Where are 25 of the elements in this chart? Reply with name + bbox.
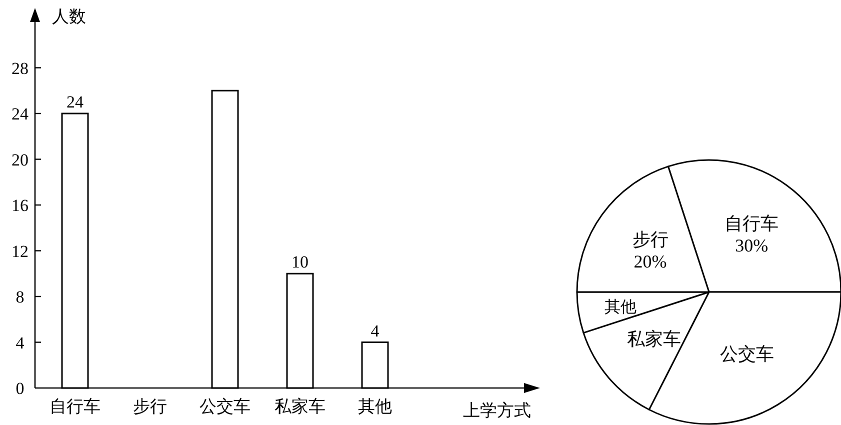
slice-label: 私家车 — [626, 329, 681, 350]
x-tick-label: 私家车 — [274, 397, 326, 416]
data-label: 30% — [735, 235, 768, 256]
y-tick-label: 20 — [12, 150, 28, 170]
x-tick-label: 其他 — [358, 397, 392, 416]
slice-label: 自行车 — [724, 213, 779, 234]
y-tick-label: 28 — [12, 58, 28, 78]
data-label: 4 — [370, 321, 380, 340]
data-label: 24 — [66, 92, 84, 112]
x-tick-label: 公交车 — [200, 397, 250, 416]
slice-label: 其他 — [604, 298, 636, 316]
y-tick-label: 16 — [12, 196, 28, 215]
slice-label: 步行 — [632, 229, 668, 250]
x-tick-label: 步行 — [133, 397, 167, 416]
y-axis-title: 人数 — [52, 7, 86, 26]
y-tick-label: 0 — [16, 379, 24, 398]
y-tick-label: 12 — [12, 242, 28, 261]
y-tick-label: 4 — [16, 333, 25, 352]
y-tick-label: 8 — [16, 288, 24, 306]
slice-label: 公交车 — [720, 344, 774, 364]
y-tick-label: 24 — [12, 104, 29, 124]
data-label: 10 — [292, 252, 308, 272]
x-axis-title: 上学方式 — [463, 401, 531, 420]
x-tick-label: 自行车 — [50, 397, 100, 416]
data-label: 20% — [634, 251, 667, 272]
